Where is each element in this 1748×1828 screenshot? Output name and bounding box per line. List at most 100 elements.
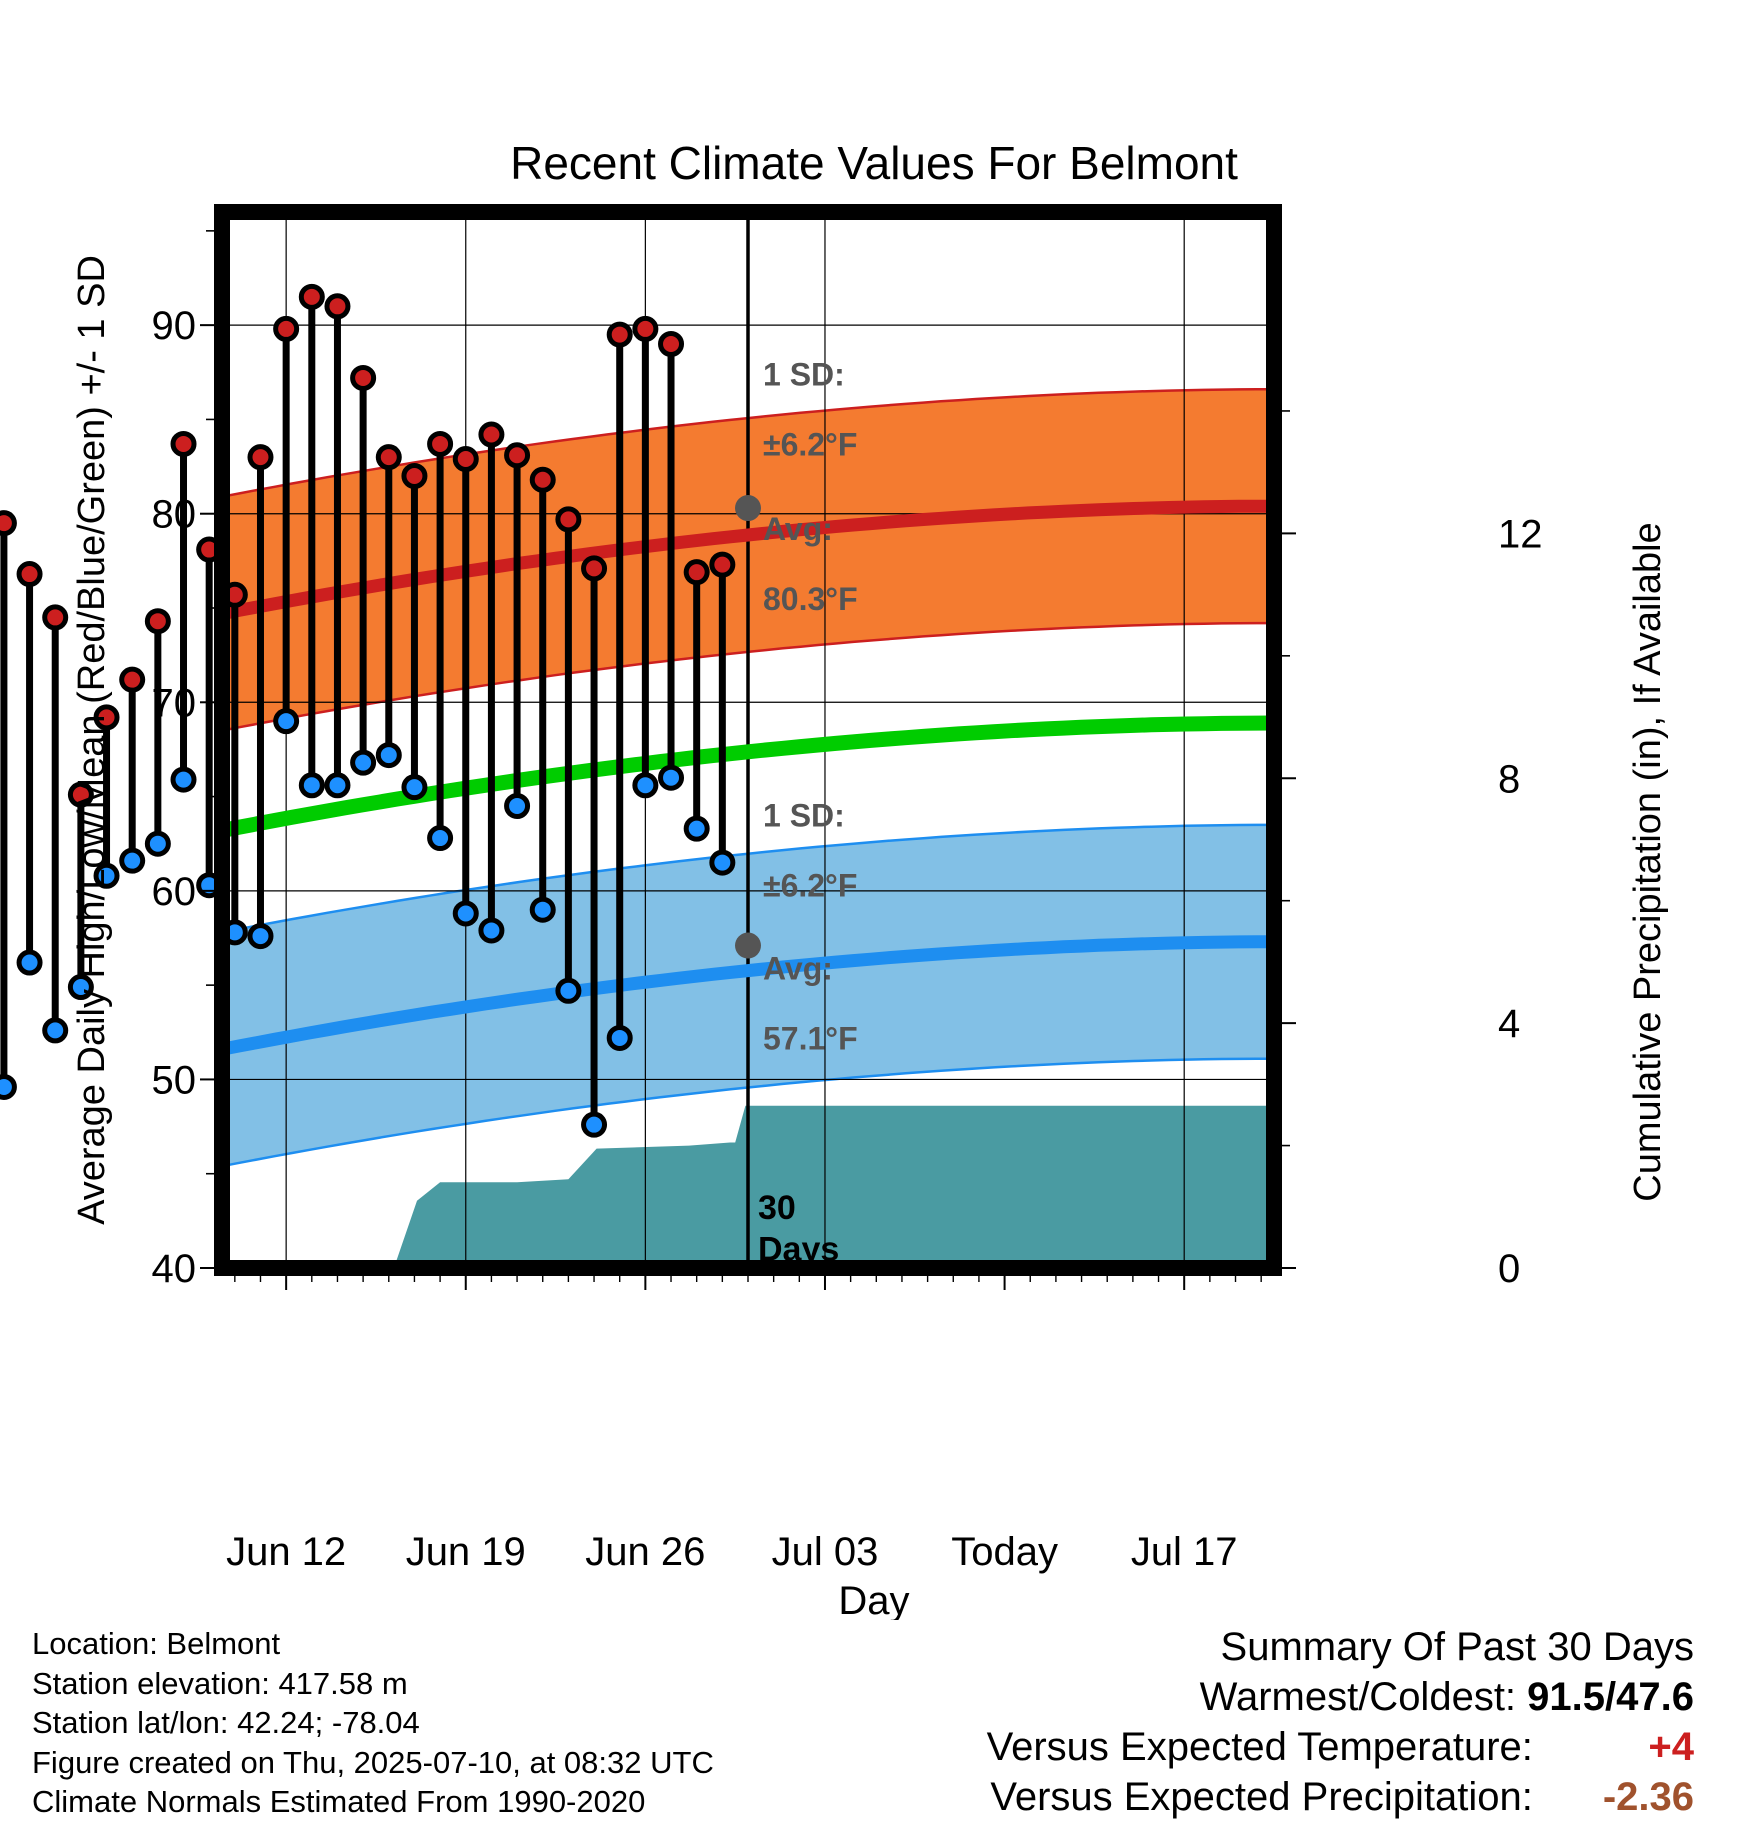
daily-low-marker [478,917,505,944]
low-normal-line [220,935,1274,1056]
created-text: Figure created on Thu, 2025-07-10, at 08… [32,1744,714,1780]
daily-high-marker [658,331,685,357]
warm-cold-value: 91.5/47.6 [1527,1675,1694,1719]
daily-high-marker [247,444,274,471]
climate-chart: 1 SD: ±6.2°F Avg: 80.3°F 1 SD: ±6.2°F Avg: 57.1… [0,137,1669,1620]
daily-low-marker [427,825,454,852]
y2-tick-label: 4 [1498,1002,1520,1046]
high-normal-line [220,499,1274,621]
daily-high-marker [478,421,505,448]
daily-high-marker [273,315,300,342]
x-tick-label: Jun 26 [585,1530,705,1574]
y2-tick-label: 12 [1498,512,1543,556]
temp-label: Versus Expected Temperature: [986,1725,1533,1769]
high-sd-label: 1 SD: [763,356,845,392]
daily-low-marker [529,896,556,923]
daily-low-marker [119,847,146,874]
daily-high-marker [581,555,608,582]
precip-value: -2.36 [1602,1775,1694,1819]
daily-high-marker [427,430,454,457]
daily-low-marker [144,830,171,857]
low-sd-value: ±6.2°F [763,868,857,904]
location-text: Location: Belmont [32,1626,281,1661]
x-axis-label: Day [838,1579,909,1620]
today-low-avg-dot [735,932,761,959]
y-tick-label: 50 [152,1058,197,1102]
daily-high-marker [683,559,710,586]
daily-low-marker [606,1024,633,1051]
summary-precip-row: Versus Expected Precipitation: -2.36 [987,1772,1694,1822]
daily-low-marker [401,774,428,801]
daily-low-marker [93,862,120,889]
precip-days-number: 30 [758,1189,796,1227]
x-tick-label: Today [951,1530,1058,1574]
y-tick-label: 90 [152,304,197,348]
daily-low-marker [504,793,531,819]
daily-high-marker [350,364,377,391]
y2-tick-label: 0 [1498,1247,1520,1291]
daily-high-marker [375,444,402,471]
low-avg-value: 57.1°F [763,1020,858,1056]
daily-high-marker [119,666,146,693]
daily-low-marker [350,749,377,776]
x-tick-label: Jun 19 [406,1530,526,1574]
plot-border [214,204,1282,1276]
daily-high-marker [529,466,556,493]
daily-low-marker [16,949,43,976]
daily-low-marker [452,900,479,927]
daily-low-marker [170,766,197,793]
chart-title: Recent Climate Values For Belmont [510,137,1238,189]
precip-label: Versus Expected Precipitation: [990,1775,1533,1819]
daily-low-marker [709,849,736,876]
station-info: Location: Belmont Station elevation: 417… [32,1624,714,1822]
daily-high-marker [298,283,325,310]
daily-high-marker [452,446,479,473]
temp-value: +4 [1648,1725,1694,1769]
daily-low-marker [683,815,710,842]
y-tick-label: 60 [152,870,197,914]
high-sd-value: ±6.2°F [763,426,857,462]
daily-high-marker [144,608,171,635]
high-avg-label: Avg: [763,511,833,547]
annotations: 1 SD: ±6.2°F Avg: 80.3°F 1 SD: ±6.2°F Avg: 57.1… [735,356,858,1268]
normals-text: Climate Normals Estimated From 1990-2020 [32,1784,646,1819]
y2-tick-label: 8 [1498,757,1520,801]
daily-low-marker [42,1017,69,1044]
daily-low-marker [247,923,274,950]
daily-low-marker [632,772,659,799]
high-avg-value: 80.3°F [763,581,858,617]
daily-high-marker [170,430,197,457]
x-tick-label: Jun 12 [226,1530,346,1574]
daily-high-marker [555,506,582,533]
latlon-text: Station lat/lon: 42.24; -78.04 [32,1705,420,1740]
y-tick-label: 70 [152,681,197,725]
y-axis-label: Average Daily High/Low/Mean (Red/Blue/Gr… [71,255,113,1225]
y-tick-label: 80 [152,493,197,537]
summary-temp-row: Versus Expected Temperature: +4 [987,1722,1694,1772]
daily-low-marker [375,742,402,769]
today-high-avg-dot [735,495,761,522]
daily-low-marker [555,977,582,1004]
x-tick-label: Jul 03 [772,1530,879,1574]
plot-frame [214,204,1282,1276]
daily-high-marker [709,551,736,578]
low-sd-label: 1 SD: [763,798,845,834]
daily-high-marker [93,704,120,731]
daily-low-marker [324,772,351,799]
y2-axis-label: Cumulative Precipitation (in), If Availa… [1627,522,1669,1201]
y-tick-label: 40 [152,1247,197,1291]
daily-high-marker [67,781,94,808]
x-tick-label: Jul 17 [1131,1530,1238,1574]
summary-title: Summary Of Past 30 Days [1220,1625,1694,1669]
daily-low-marker [67,974,94,1001]
daily-low-marker [581,1111,608,1138]
daily-markers [0,283,736,1138]
warm-cold-label: Warmest/Coldest: [1199,1675,1517,1719]
daily-high-marker [42,604,69,631]
daily-low-marker [298,772,325,799]
low-avg-label: Avg: [763,950,833,986]
daily-low-marker [273,708,300,735]
daily-range-stems [0,296,726,1125]
daily-high-marker [606,321,633,348]
